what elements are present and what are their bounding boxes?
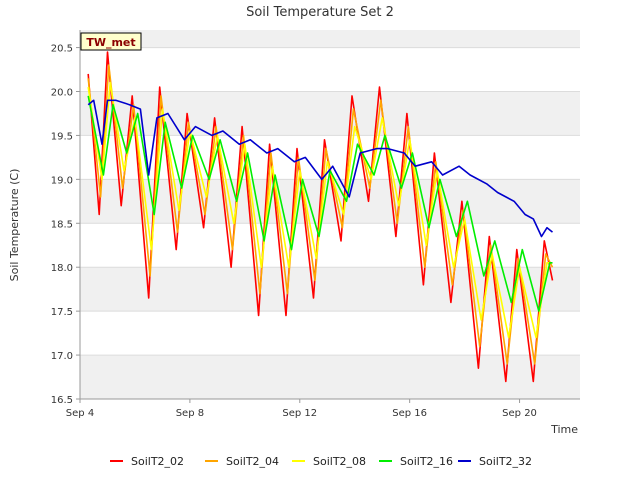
y-tick-label: 17.5 <box>51 307 73 318</box>
legend-label: SoilT2_04 <box>226 455 279 468</box>
plot-band <box>80 179 580 224</box>
x-tick-label: Sep 4 <box>66 408 94 419</box>
y-tick-label: 16.5 <box>51 395 73 406</box>
y-tick-label: 19.0 <box>51 175 73 186</box>
legend: SoilT2_02 SoilT2_04 SoilT2_08 SoilT2_16 Soil… <box>110 455 532 468</box>
legend-label: SoilT2_02 <box>131 455 184 468</box>
x-axis-label: Time <box>550 423 578 436</box>
chart-title: Soil Temperature Set 2 <box>246 5 394 20</box>
x-tick-label: Sep 8 <box>176 408 204 419</box>
series-line-soilt2_16 <box>87 95 553 312</box>
legend-label: SoilT2_08 <box>313 455 366 468</box>
x-tick-label: Sep 12 <box>282 408 317 419</box>
plot-band <box>80 30 580 48</box>
y-axis-label: Soil Temperature (C) <box>8 169 21 282</box>
series-line-soilt2_08 <box>87 81 553 339</box>
legend-label: SoilT2_32 <box>479 455 532 468</box>
x-tick-label: Sep 16 <box>392 408 427 419</box>
series-line-soilt2_32 <box>87 99 553 238</box>
y-tick-label: 19.5 <box>51 131 73 142</box>
y-tick-label: 20.0 <box>51 88 73 99</box>
plot-band <box>80 267 580 312</box>
site-label-box: TW_met <box>80 32 142 51</box>
series-line-soilt2_04 <box>87 64 554 365</box>
series-group <box>87 51 554 383</box>
y-tick-label: 17.0 <box>51 351 73 362</box>
plot-band <box>80 355 580 399</box>
legend-label: SoilT2_16 <box>400 455 453 468</box>
y-tick-label: 20.5 <box>51 44 73 55</box>
axes: 16.5 17.0 17.5 18.0 18.5 19.0 19.5 20.0 20.5 Sep … <box>51 30 580 419</box>
site-label: TW_met <box>86 36 135 49</box>
y-tick-label: 18.5 <box>51 219 73 230</box>
x-tick-label: Sep 20 <box>502 408 537 419</box>
site-label-bg <box>80 32 142 51</box>
y-tick-label: 18.0 <box>51 263 73 274</box>
